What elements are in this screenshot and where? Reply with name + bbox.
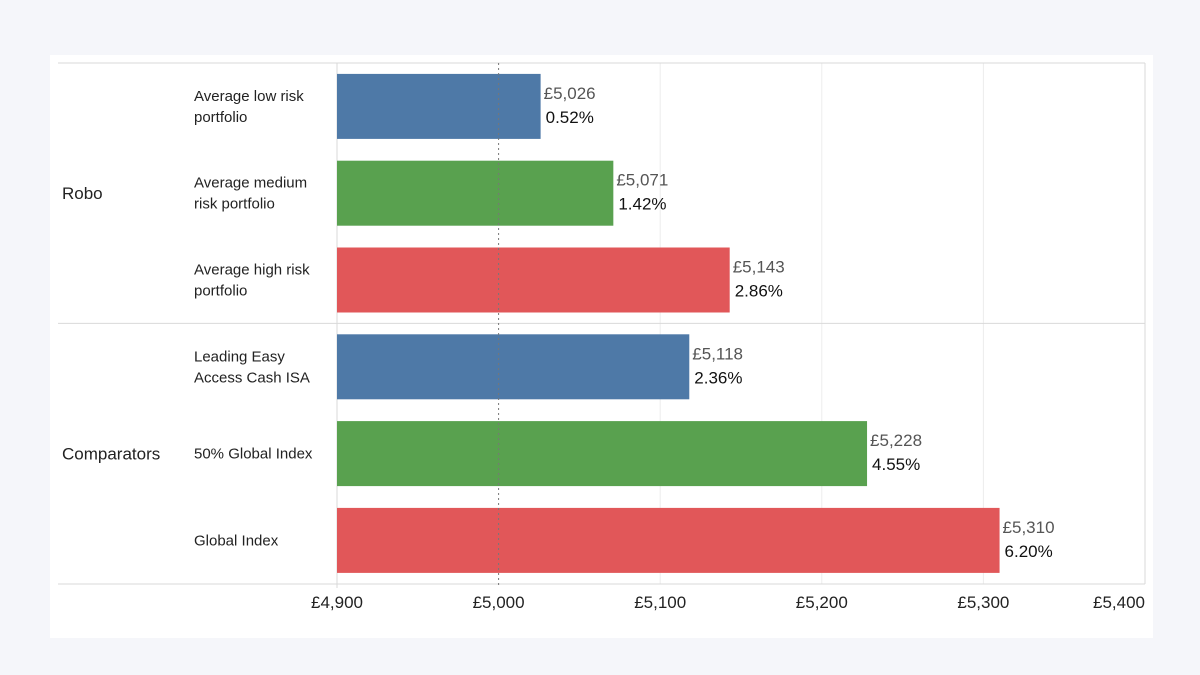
category-label-0-1-0: Average medium [194,175,307,192]
tick-label-4: £5,300 [957,593,1009,612]
pct-label-0-2: 2.86% [735,282,783,301]
category-label-1-1-0: 50% Global Index [194,446,313,463]
group-label-1: Comparators [62,445,160,464]
category-label-1-2-0: Global Index [194,532,279,549]
category-label-0-0-0: Average low risk [194,88,304,105]
category-label-0-0-1: portfolio [194,109,247,126]
value-label-0-2: £5,143 [733,258,785,277]
tick-label-1: £5,000 [473,593,525,612]
pct-label-0-1: 1.42% [618,195,666,214]
pct-label-1-1: 4.55% [872,455,920,474]
bar-0-0 [337,73,541,139]
tick-label-0: £4,900 [311,593,363,612]
value-label-1-2: £5,310 [1003,518,1055,537]
value-label-1-0: £5,118 [692,344,743,363]
category-label-0-2-0: Average high risk [194,262,310,279]
value-label-0-0: £5,026 [544,84,596,103]
pct-label-1-2: 6.20% [1005,542,1053,561]
category-label-1-0-1: Access Cash ISA [194,369,310,386]
chart-card: Average low risk portfolio £5,026 0.52% Aver… [50,55,1153,638]
bar-1-2 [337,507,1000,573]
group-label-0: Robo [62,184,103,203]
category-label-1-0-0: Leading Easy [194,348,285,365]
tick-label-5: £5,400 [1093,593,1145,612]
category-label-0-1-1: risk portfolio [194,196,275,213]
bar-1-0 [337,334,690,400]
bar-chart: Average low risk portfolio £5,026 0.52% Aver… [58,62,1146,612]
value-label-0-1: £5,071 [616,171,668,190]
tick-label-2: £5,100 [634,593,686,612]
pct-label-0-0: 0.52% [546,108,594,127]
pct-label-1-0: 2.36% [694,368,742,387]
bar-0-1 [337,160,614,226]
bar-0-2 [337,247,730,313]
category-label-0-2-1: portfolio [194,283,247,300]
bar-1-1 [337,421,868,487]
tick-label-3: £5,200 [796,593,848,612]
value-label-1-1: £5,228 [870,431,922,450]
